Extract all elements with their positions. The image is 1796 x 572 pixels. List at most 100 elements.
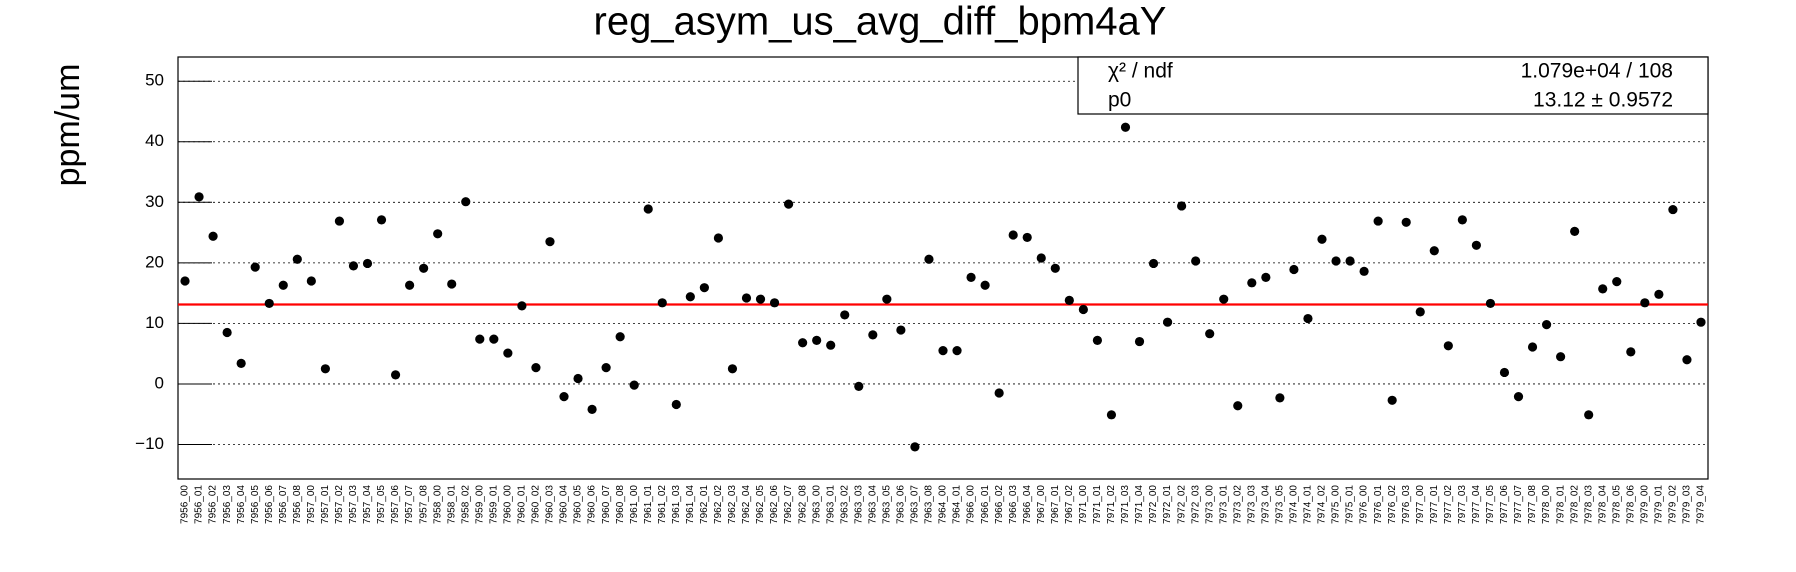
point	[882, 294, 892, 304]
point	[938, 346, 948, 356]
x-tick-label: 7974_02	[1317, 485, 1328, 524]
stats-box	[1077, 56, 1709, 115]
x-tick-label: 7971_04	[1134, 485, 1145, 524]
x-tick-label: 7977_05	[1485, 485, 1496, 524]
point	[1654, 289, 1664, 299]
x-tick-label: 7962_05	[755, 485, 766, 524]
x-tick-label: 7977_07	[1513, 485, 1524, 524]
x-tick-label: 7963_02	[839, 485, 850, 524]
point	[1008, 230, 1018, 240]
point	[545, 237, 555, 247]
x-tick-label: 7958_02	[460, 485, 471, 524]
x-tick-label: 7979_00	[1639, 485, 1650, 524]
point	[783, 199, 794, 209]
x-tick-label: 7964_00	[938, 485, 949, 524]
x-tick-label: 7973_03	[1246, 485, 1257, 524]
x-tick-label: 7960_04	[559, 485, 570, 524]
x-tick-label: 7958_00	[432, 485, 443, 524]
point	[1261, 272, 1271, 282]
x-tick-label: 7976_03	[1401, 485, 1412, 524]
x-tick-label: 7963_01	[825, 485, 836, 524]
x-tick-label: 7962_06	[769, 485, 780, 524]
point	[517, 301, 527, 311]
x-tick-label: 7966_02	[994, 485, 1005, 524]
point	[643, 204, 653, 214]
point	[1205, 329, 1215, 339]
point	[1317, 234, 1327, 244]
x-tick-label: 7957_05	[376, 485, 387, 524]
x-tick-label: 7973_00	[1204, 485, 1215, 524]
point	[264, 298, 274, 309]
point	[657, 298, 667, 308]
x-tick-label: 7967_01	[1050, 485, 1061, 524]
point	[826, 340, 836, 350]
point	[713, 233, 724, 243]
point	[1415, 307, 1425, 317]
point	[1303, 313, 1313, 324]
x-tick-label: 7964_01	[952, 485, 963, 524]
x-tick-label: 7962_03	[727, 485, 738, 524]
x-tick-label: 7972_01	[1162, 485, 1173, 524]
x-tick-label: 7957_06	[390, 485, 401, 524]
x-tick-label: 7971_02	[1106, 485, 1117, 524]
point	[727, 364, 738, 374]
x-tick-label: 7977_08	[1527, 485, 1538, 524]
point	[1373, 216, 1383, 226]
point	[1036, 253, 1046, 263]
point	[1556, 352, 1566, 362]
point	[1177, 201, 1187, 211]
point	[433, 229, 443, 239]
x-tick-label: 7960_06	[587, 485, 598, 524]
x-tick-label: 7962_04	[741, 485, 752, 524]
x-tick-label: 7960_05	[573, 485, 584, 524]
x-tick-label: 7974_01	[1303, 485, 1314, 524]
x-tick-label: 7957_03	[348, 485, 359, 524]
point	[1401, 217, 1411, 227]
x-tick-label: 7958_01	[446, 485, 457, 524]
point	[1499, 367, 1510, 378]
point	[1443, 341, 1453, 351]
y-tick-label: 40	[145, 131, 164, 150]
point	[1289, 264, 1299, 275]
x-tick-label: 7973_05	[1275, 485, 1286, 524]
point	[1359, 266, 1369, 276]
y-tick-label: 20	[145, 252, 164, 271]
x-tick-label: 7963_07	[910, 485, 921, 524]
x-tick-label: 7963_08	[924, 485, 935, 524]
x-tick-label: 7956_07	[278, 485, 289, 524]
plot-frame	[177, 56, 1709, 480]
x-tick-label: 7973_02	[1232, 485, 1243, 524]
point	[362, 258, 373, 269]
x-tick-label: 7979_04	[1696, 485, 1707, 524]
point	[1092, 335, 1103, 345]
point	[924, 254, 934, 264]
point	[854, 381, 864, 391]
point	[952, 346, 962, 356]
point	[1247, 278, 1257, 288]
point	[348, 261, 359, 271]
x-tick-label: 7956_05	[250, 485, 261, 524]
point	[587, 404, 597, 414]
x-tick-label: 7963_06	[896, 485, 907, 524]
point	[573, 373, 583, 384]
point	[629, 380, 639, 390]
point	[1134, 336, 1145, 347]
x-tick-label: 7956_08	[292, 485, 303, 524]
x-tick-label: 7962_07	[783, 485, 794, 524]
point	[503, 348, 513, 358]
point	[180, 276, 190, 286]
x-tick-label: 7963_05	[881, 485, 892, 524]
x-tick-label: 7961_02	[657, 485, 668, 524]
point	[447, 279, 457, 289]
point	[685, 292, 695, 302]
x-tick-label: 7963_03	[853, 485, 864, 524]
point	[1485, 298, 1496, 309]
x-tick-label: 7959_00	[474, 485, 485, 524]
point	[1387, 395, 1397, 405]
point	[489, 334, 499, 344]
x-tick-label: 7975_01	[1345, 485, 1356, 524]
point	[1429, 246, 1439, 256]
x-tick-label: 7973_01	[1218, 485, 1229, 524]
x-tick-label: 7976_02	[1387, 485, 1398, 524]
y-tick-label: 10	[145, 313, 164, 332]
